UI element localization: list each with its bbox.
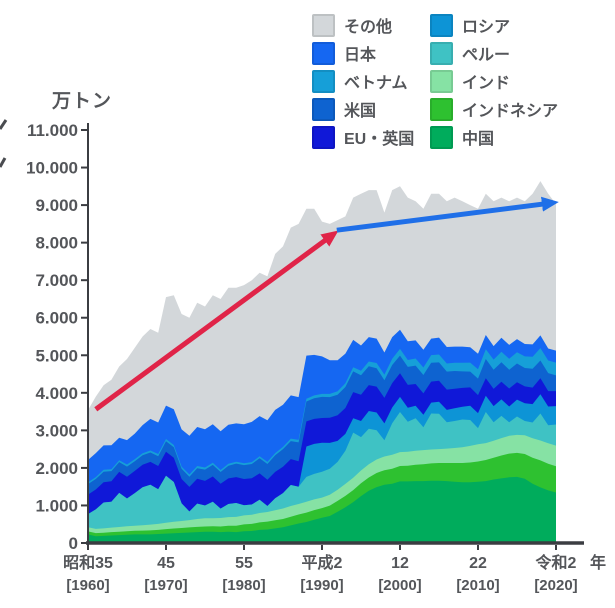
x-tick-era-label: 平成2 — [302, 553, 343, 572]
x-tick-year-label: [1990] — [300, 577, 343, 594]
legend-label-china: 中国 — [462, 131, 495, 148]
legend-swatch-eu_uk — [312, 125, 335, 149]
legend-item-usa: 米国 — [312, 95, 430, 123]
y-tick-label: 3.000 — [35, 421, 78, 440]
y-tick-label: 0 — [69, 534, 78, 553]
legend-label-eu_uk: EU・英国 — [344, 131, 415, 148]
x-tick-era-label: 12 — [391, 555, 409, 572]
y-tick-label: 10.000 — [26, 159, 78, 178]
edge-mark — [0, 119, 8, 130]
x-tick-year-label: [2010] — [456, 577, 499, 594]
legend-swatch-japan — [312, 41, 335, 65]
edge-mark — [0, 157, 7, 168]
legend-swatch-india — [430, 69, 453, 93]
legend-item-indonesia: インドネシア — [430, 95, 558, 123]
legend-item-china: 中国 — [430, 123, 558, 151]
legend-swatch-china — [430, 125, 453, 149]
y-tick-label: 5.000 — [35, 346, 78, 365]
legend-swatch-russia — [430, 13, 453, 37]
x-tick-era-label: 令和2 — [535, 553, 577, 572]
legend-swatch-vietnam — [312, 69, 335, 93]
x-tick-era-label: 昭和35 — [63, 553, 113, 572]
legend-swatch-peru — [430, 41, 453, 65]
legend-label-vietnam: ベトナム — [344, 75, 408, 92]
x-axis-unit-label: 年 — [590, 553, 606, 572]
y-tick-label: 11.000 — [27, 121, 78, 140]
legend-label-others: その他 — [344, 19, 393, 36]
x-tick-year-label: [2000] — [378, 577, 421, 594]
legend-label-japan: 日本 — [344, 47, 377, 64]
x-tick-year-label: [1980] — [222, 577, 265, 594]
legend-swatch-usa — [312, 97, 335, 121]
x-tick-era-label: 45 — [157, 555, 175, 572]
chart-legend: その他 日本 ベトナム 米国 EU・英国 ロシア ペルー インド インドネシア 中国 — [312, 11, 558, 151]
rising-trend-arrow — [94, 230, 339, 412]
y-tick-label: 7.000 — [35, 271, 78, 290]
area-china — [88, 476, 556, 543]
legend-label-india: インド — [462, 75, 511, 92]
plateau-trend-arrow — [336, 196, 559, 233]
x-tick-year-label: [1970] — [144, 577, 187, 594]
legend-column-2: ロシアペルーインドインドネシア 中国 — [430, 11, 558, 151]
legend-item-peru: ペルー — [430, 39, 558, 67]
legend-item-eu_uk: EU・英国 — [312, 123, 430, 151]
legend-item-vietnam: ベトナム — [312, 67, 430, 95]
y-tick-label: 6.000 — [35, 309, 78, 328]
y-tick-label: 9.000 — [35, 196, 78, 215]
legend-swatch-indonesia — [430, 97, 453, 121]
y-tick-label: 8.000 — [35, 234, 78, 253]
legend-label-peru: ペルー — [462, 47, 511, 64]
legend-item-india: インド — [430, 67, 558, 95]
legend-item-others: その他 — [312, 11, 430, 39]
y-tick-label: 1.000 — [35, 496, 78, 515]
legend-item-russia: ロシア — [430, 11, 558, 39]
x-tick-year-label: [1960] — [66, 577, 109, 594]
x-tick-year-label: [2020] — [534, 577, 577, 594]
legend-column-1: その他日本ベトナム米国 EU・英国 — [312, 11, 430, 151]
legend-label-usa: 米国 — [344, 103, 377, 120]
legend-swatch-others — [312, 13, 335, 37]
y-tick-label: 4.000 — [35, 384, 78, 403]
x-tick-era-label: 55 — [235, 555, 253, 572]
legend-label-indonesia: インドネシア — [462, 103, 559, 120]
y-tick-label: 2.000 — [35, 459, 78, 478]
x-tick-era-label: 22 — [469, 555, 487, 572]
legend-item-japan: 日本 — [312, 39, 430, 67]
legend-label-russia: ロシア — [462, 19, 511, 36]
y-axis-unit-label: 万トン — [52, 91, 113, 112]
